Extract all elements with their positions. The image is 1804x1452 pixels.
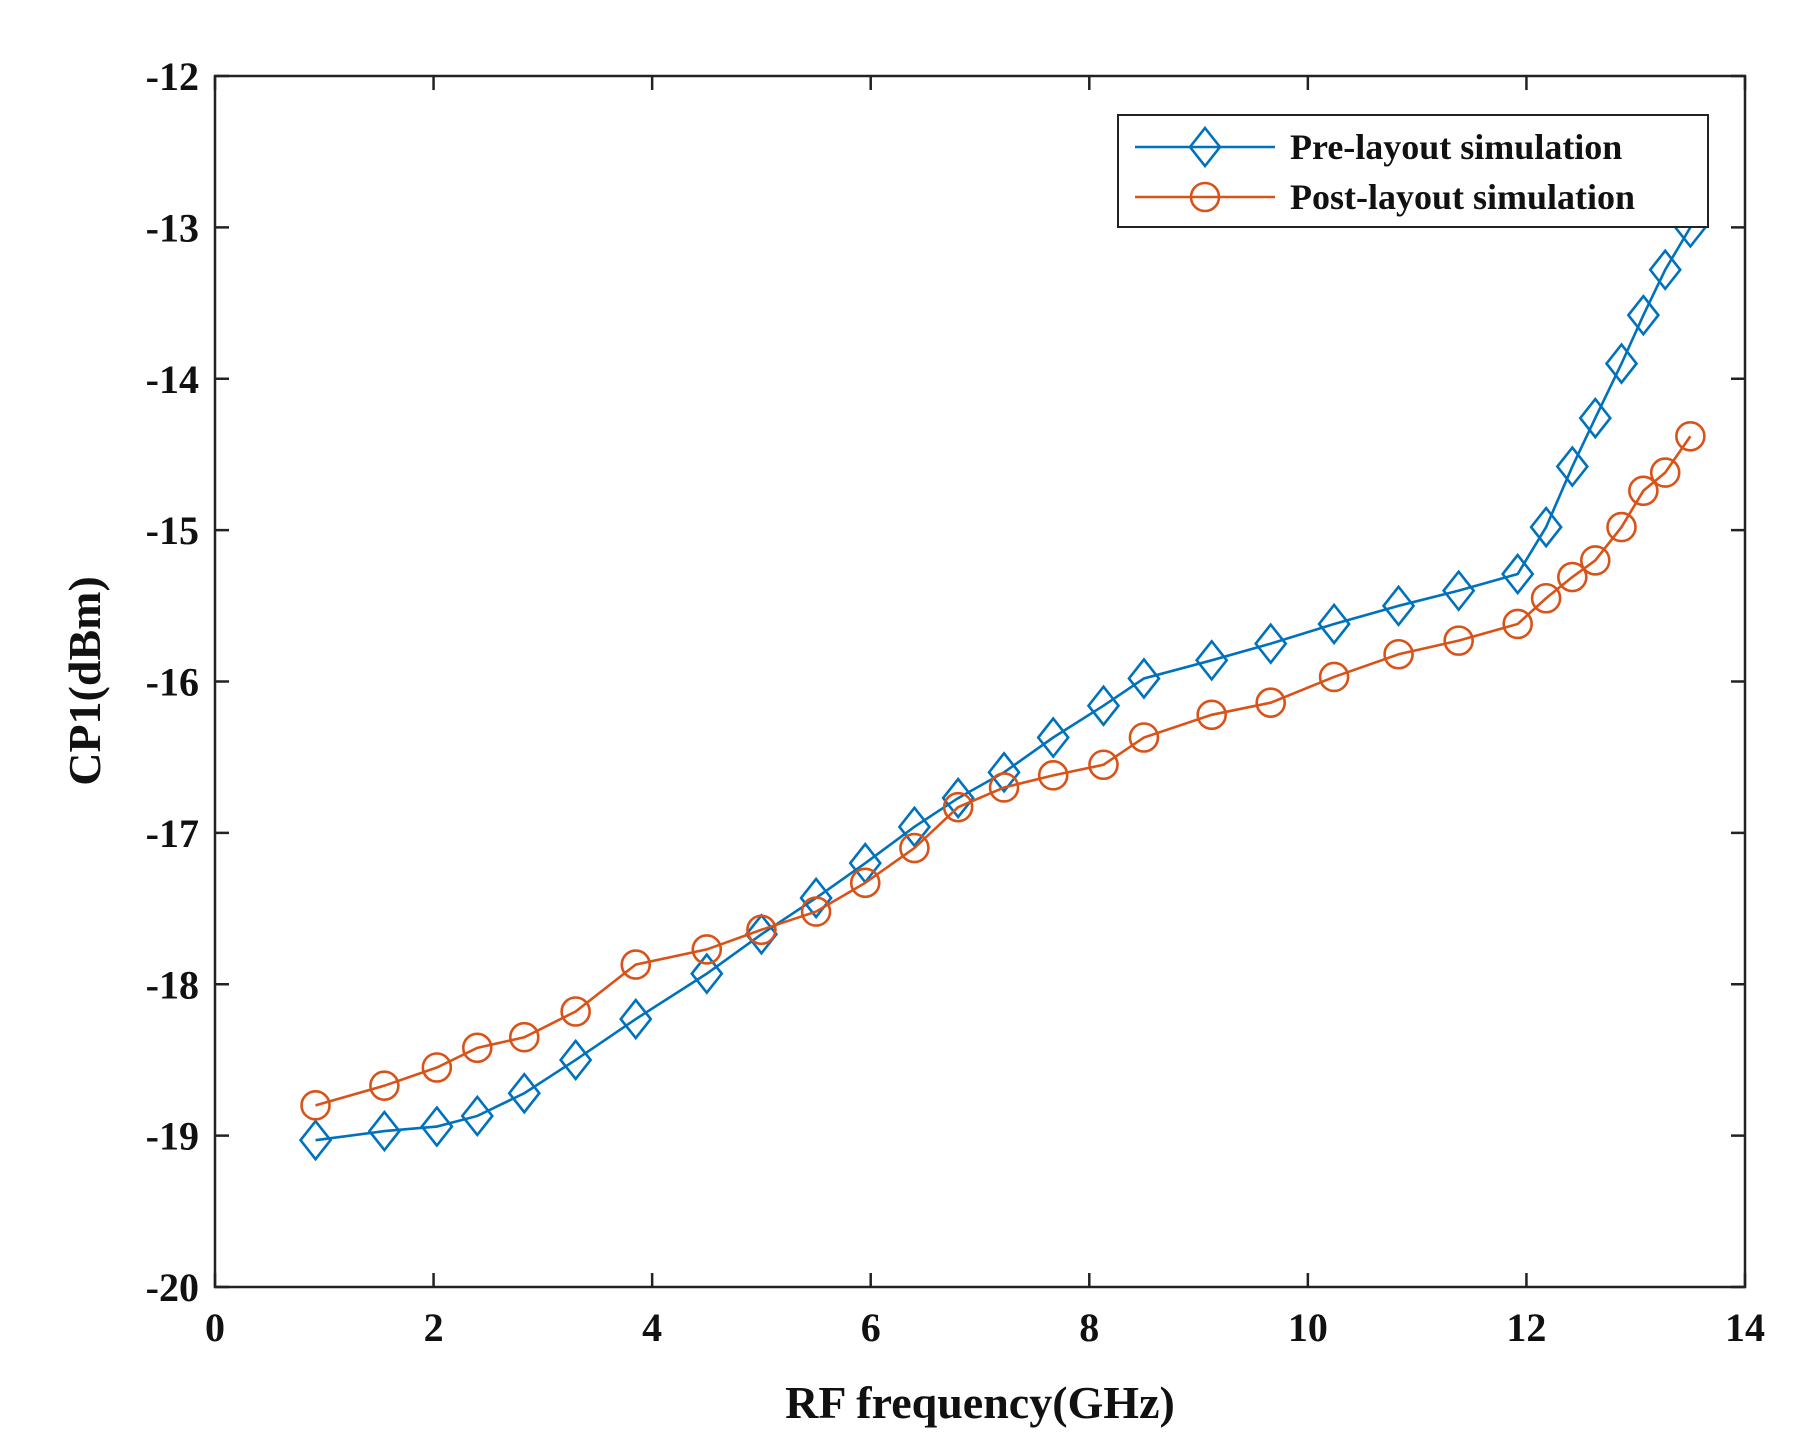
data-point-diamond: [1195, 639, 1229, 682]
x-tick-label: 2: [424, 1305, 444, 1350]
data-point-diamond: [1578, 397, 1612, 440]
data-point-diamond: [690, 952, 724, 995]
data-point-circle: [1037, 760, 1069, 791]
data-point-circle: [1255, 687, 1286, 718]
data-point-diamond: [1555, 445, 1589, 488]
x-tick-label: 12: [1506, 1305, 1546, 1350]
y-tick-label: -12: [146, 54, 199, 99]
y-tick-label: -20: [146, 1265, 199, 1310]
data-point-circle: [300, 1090, 331, 1121]
data-point-circle: [1557, 561, 1588, 593]
x-tick-label: 14: [1725, 1305, 1765, 1350]
data-point-diamond: [460, 1094, 494, 1138]
data-point-circle: [1443, 625, 1474, 656]
plot-area: [213, 74, 1747, 1289]
data-point-diamond: [1254, 622, 1288, 665]
y-tick-label: -15: [146, 508, 199, 553]
data-point-diamond: [897, 805, 932, 848]
data-point-circle: [691, 934, 723, 965]
data-point-circle: [1606, 511, 1637, 543]
data-point-diamond: [420, 1105, 454, 1148]
legend-items: Pre-layout simulation Post-layout simulat…: [1135, 125, 1635, 217]
y-tick-label: -13: [146, 205, 199, 250]
data-point-circle: [369, 1070, 400, 1101]
data-point-circle: [800, 896, 832, 927]
data-point-circle: [746, 914, 777, 946]
x-tick-label: 10: [1288, 1305, 1328, 1350]
data-point-circle: [942, 791, 974, 823]
data-point-circle: [1649, 457, 1681, 488]
data-point-diamond: [558, 1038, 593, 1082]
data-point-circle: [1383, 638, 1414, 670]
data-point-diamond: [1648, 248, 1682, 291]
data-point-circle: [620, 949, 652, 980]
data-point-circle: [1318, 661, 1350, 693]
data-point-circle: [899, 832, 930, 864]
data-point-circle: [560, 996, 591, 1027]
legend-label: Pre-layout simulation: [1290, 127, 1622, 167]
data-point-diamond: [1381, 584, 1416, 627]
data-point-diamond: [619, 997, 653, 1041]
data-point-circle: [1675, 420, 1706, 452]
data-point-diamond: [799, 876, 833, 920]
y-tick-label: -19: [146, 1114, 199, 1159]
series-layer: [298, 206, 1708, 1162]
data-point-diamond: [298, 1119, 333, 1162]
data-point-diamond: [1442, 569, 1476, 612]
data-point-diamond: [1604, 342, 1639, 385]
x-tick-label: 4: [642, 1305, 662, 1350]
data-point-diamond: [1317, 602, 1351, 646]
data-point-circle: [508, 1021, 540, 1053]
data-point-circle: [421, 1052, 453, 1083]
data-point-circle: [461, 1032, 493, 1064]
series-post-layout: [300, 420, 1706, 1121]
y-tick-label: -18: [146, 962, 199, 1007]
y-tick-label: -14: [146, 357, 199, 402]
data-point-diamond: [507, 1072, 541, 1115]
data-point-diamond: [941, 776, 975, 820]
data-point-circle: [1502, 608, 1533, 640]
legend-swatch-marker: [1188, 125, 1222, 169]
legend-box: [1117, 114, 1709, 228]
data-point-circle: [1628, 475, 1659, 507]
data-point-diamond: [1086, 684, 1121, 727]
axis-ticks: 0 2 4 6 8 10 12 14 -20 -19 -18 -17 -16 -15 -14 -13 -12: [146, 54, 1765, 1350]
data-point-diamond: [1501, 552, 1535, 596]
y-tick-label: -16: [146, 660, 199, 705]
data-point-circle: [1196, 699, 1227, 731]
series-line: [315, 226, 1692, 1142]
series-line: [315, 435, 1692, 1107]
data-point-circle: [849, 867, 881, 899]
y-axis-title: CP1(dBm): [59, 576, 110, 786]
data-point-diamond: [987, 751, 1021, 794]
series-pre-layout: [298, 206, 1708, 1162]
legend-label: Post-layout simulation: [1290, 177, 1635, 217]
data-point-diamond: [1036, 716, 1070, 759]
x-tick-label: 8: [1079, 1305, 1099, 1350]
data-point-diamond: [1127, 657, 1161, 700]
data-point-diamond: [1529, 505, 1563, 549]
data-point-circle: [1128, 722, 1160, 753]
x-tick-label: 0: [205, 1305, 225, 1350]
data-point-diamond: [1626, 294, 1661, 337]
data-point-diamond: [744, 913, 779, 956]
legend: Pre-layout simulation Post-layout simulat…: [1117, 114, 1709, 228]
x-tick-label: 6: [861, 1305, 881, 1350]
data-point-circle: [1530, 582, 1562, 614]
x-axis-title: RF frequency(GHz): [785, 1377, 1175, 1428]
data-point-circle: [1088, 749, 1119, 781]
y-tick-label: -17: [146, 811, 199, 856]
data-point-diamond: [367, 1109, 402, 1153]
data-point-circle: [988, 772, 1020, 803]
legend-swatch-marker: [1189, 181, 1221, 213]
data-point-circle: [1579, 545, 1611, 576]
